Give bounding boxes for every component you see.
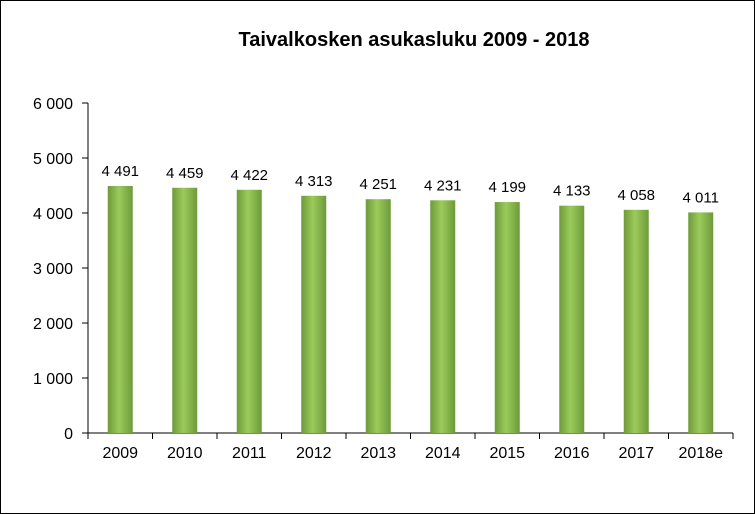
y-axis: 0 1 000 2 000 3 000 4 000 5 000 6 000 <box>33 96 89 443</box>
bar <box>623 209 649 433</box>
x-tick-label: 2015 <box>489 445 525 462</box>
x-tick-label: 2009 <box>102 445 138 462</box>
value-label: 4 491 <box>101 163 139 180</box>
bars <box>107 185 714 433</box>
bar <box>365 199 391 433</box>
value-label: 4 199 <box>488 179 526 196</box>
y-tick-label: 2 000 <box>33 316 73 333</box>
y-tick-label: 4 000 <box>33 206 73 223</box>
bar <box>301 195 327 433</box>
y-tick-label: 1 000 <box>33 371 73 388</box>
x-tick-label: 2017 <box>618 445 654 462</box>
value-label: 4 231 <box>424 177 462 194</box>
chart-title: Taivalkosken asukasluku 2009 - 2018 <box>239 29 590 51</box>
value-label: 4 422 <box>230 167 268 184</box>
bar <box>688 212 714 433</box>
y-tick-label: 5 000 <box>33 151 73 168</box>
x-tick-label: 2012 <box>296 445 332 462</box>
value-label: 4 011 <box>683 189 719 206</box>
value-label: 4 459 <box>166 165 204 182</box>
bar <box>430 200 456 433</box>
y-tick-label: 3 000 <box>33 261 73 278</box>
x-tick-label: 2018e <box>679 445 724 462</box>
x-tick-label: 2016 <box>554 445 590 462</box>
x-tick-label: 2010 <box>167 445 203 462</box>
x-tick-label: 2014 <box>425 445 461 462</box>
x-axis: 2009 2010 2011 2012 2013 2014 2015 2016 2017 2018… <box>87 432 734 462</box>
value-label: 4 313 <box>295 173 333 190</box>
value-label: 4 251 <box>359 176 397 193</box>
x-tick-label: 2013 <box>360 445 396 462</box>
y-tick-label: 6 000 <box>33 96 73 113</box>
bar <box>107 185 133 433</box>
bar <box>172 187 198 433</box>
value-labels: 4 491 4 459 4 422 4 313 4 251 4 231 4 199 4 133… <box>101 163 718 206</box>
y-tick-label: 0 <box>64 426 73 443</box>
bar <box>236 189 262 433</box>
value-label: 4 058 <box>617 187 655 204</box>
value-label: 4 133 <box>553 183 591 200</box>
bar <box>494 202 520 433</box>
x-tick-label: 2011 <box>232 445 267 462</box>
bar <box>559 205 585 433</box>
